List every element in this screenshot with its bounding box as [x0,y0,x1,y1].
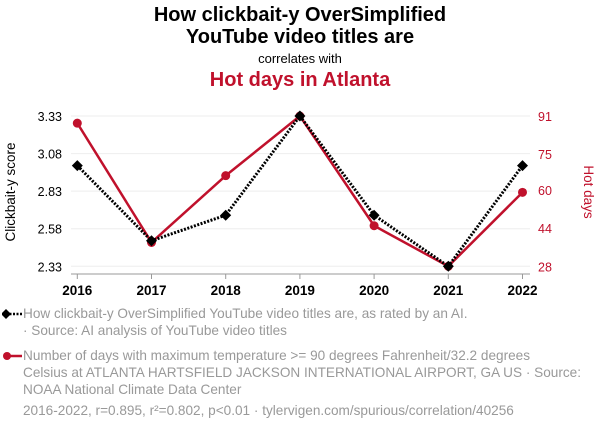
y-right-tick-label: 60 [538,184,552,198]
x-tick-label: 2016 [62,283,93,298]
y-left-axis-title: Clickbait-y score [3,142,18,241]
legend-swatch-dotted-diamond-icon [2,309,22,319]
y-left-tick-label: 2.83 [38,185,62,199]
legend-item-hot-days[interactable]: Number of days with maximum temperature … [0,347,600,398]
y-right-tick-label: 44 [538,222,552,236]
series-hot-days-point [369,221,379,231]
y-left-tick-label: 2.58 [38,223,62,237]
y-left-tick-label: 3.33 [38,110,62,124]
legend-text-line3: NOAA National Climate Data Center [23,382,242,397]
y-right-tick-label: 28 [538,260,552,274]
gridlines [71,115,530,267]
series-group [71,110,528,272]
x-tick-label: 2021 [433,283,464,298]
series-clickbait-point [442,260,454,272]
y-right-tick-label: 75 [538,148,552,162]
series-hot-days-point [518,187,527,197]
legend-text-line1: Number of days with maximum temperature … [23,348,531,363]
chart-title-line1: How clickbait-y OverSimplified [153,4,447,26]
line-chart: 2.33 2.58 2.83 3.08 3.33 28 44 60 75 91 2016 2017 20… [3,110,596,298]
chart-title-line2: YouTube video titles are [185,26,415,48]
legend-text-line2: Celsius at ATLANTA HARTSFIELD JACKSON IN… [23,365,581,380]
series-clickbait-point [368,209,380,221]
y-left-tick-label: 3.08 [38,148,62,162]
legend-text-line1: How clickbait-y OverSimplified YouTube v… [23,306,468,321]
series-clickbait-point [71,160,83,172]
x-tick-label: 2020 [359,283,389,298]
series-clickbait-point [517,160,528,172]
x-tick-label: 2019 [285,283,315,298]
x-tick-label: 2018 [211,283,242,298]
x-tick-label: 2022 [507,283,537,298]
axis-labels: 2.33 2.58 2.83 3.08 3.33 28 44 60 75 91 2016 2017 20… [3,110,596,298]
series-hot-days-point [72,118,82,128]
series-clickbait-point [220,209,232,221]
series-clickbait-point [146,235,157,247]
chart-title: How clickbait-y OverSimplified YouTube v… [0,4,600,48]
chart-title-secondary: Hot days in Atlanta [209,69,391,91]
y-left-tick-label: 2.33 [38,260,62,274]
series-clickbait-point [294,110,306,122]
legend-swatch-solid-circle-icon [3,352,22,360]
legend: How clickbait-y OverSimplified YouTube v… [0,305,600,398]
chart-subtitle: correlates with [258,51,342,66]
legend-item-clickbait[interactable]: How clickbait-y OverSimplified YouTube v… [0,305,600,339]
footer-stats: 2016-2022, r=0.895, r²=0.802, p<0.01 · t… [23,403,514,418]
x-tick-label: 2017 [136,283,166,298]
legend-text-line2: · Source: AI analysis of YouTube video t… [23,323,287,338]
series-hot-days-point [221,171,231,181]
axes [71,273,530,279]
y-right-axis-title: Hot days [581,165,596,219]
y-right-tick-label: 91 [538,110,552,124]
